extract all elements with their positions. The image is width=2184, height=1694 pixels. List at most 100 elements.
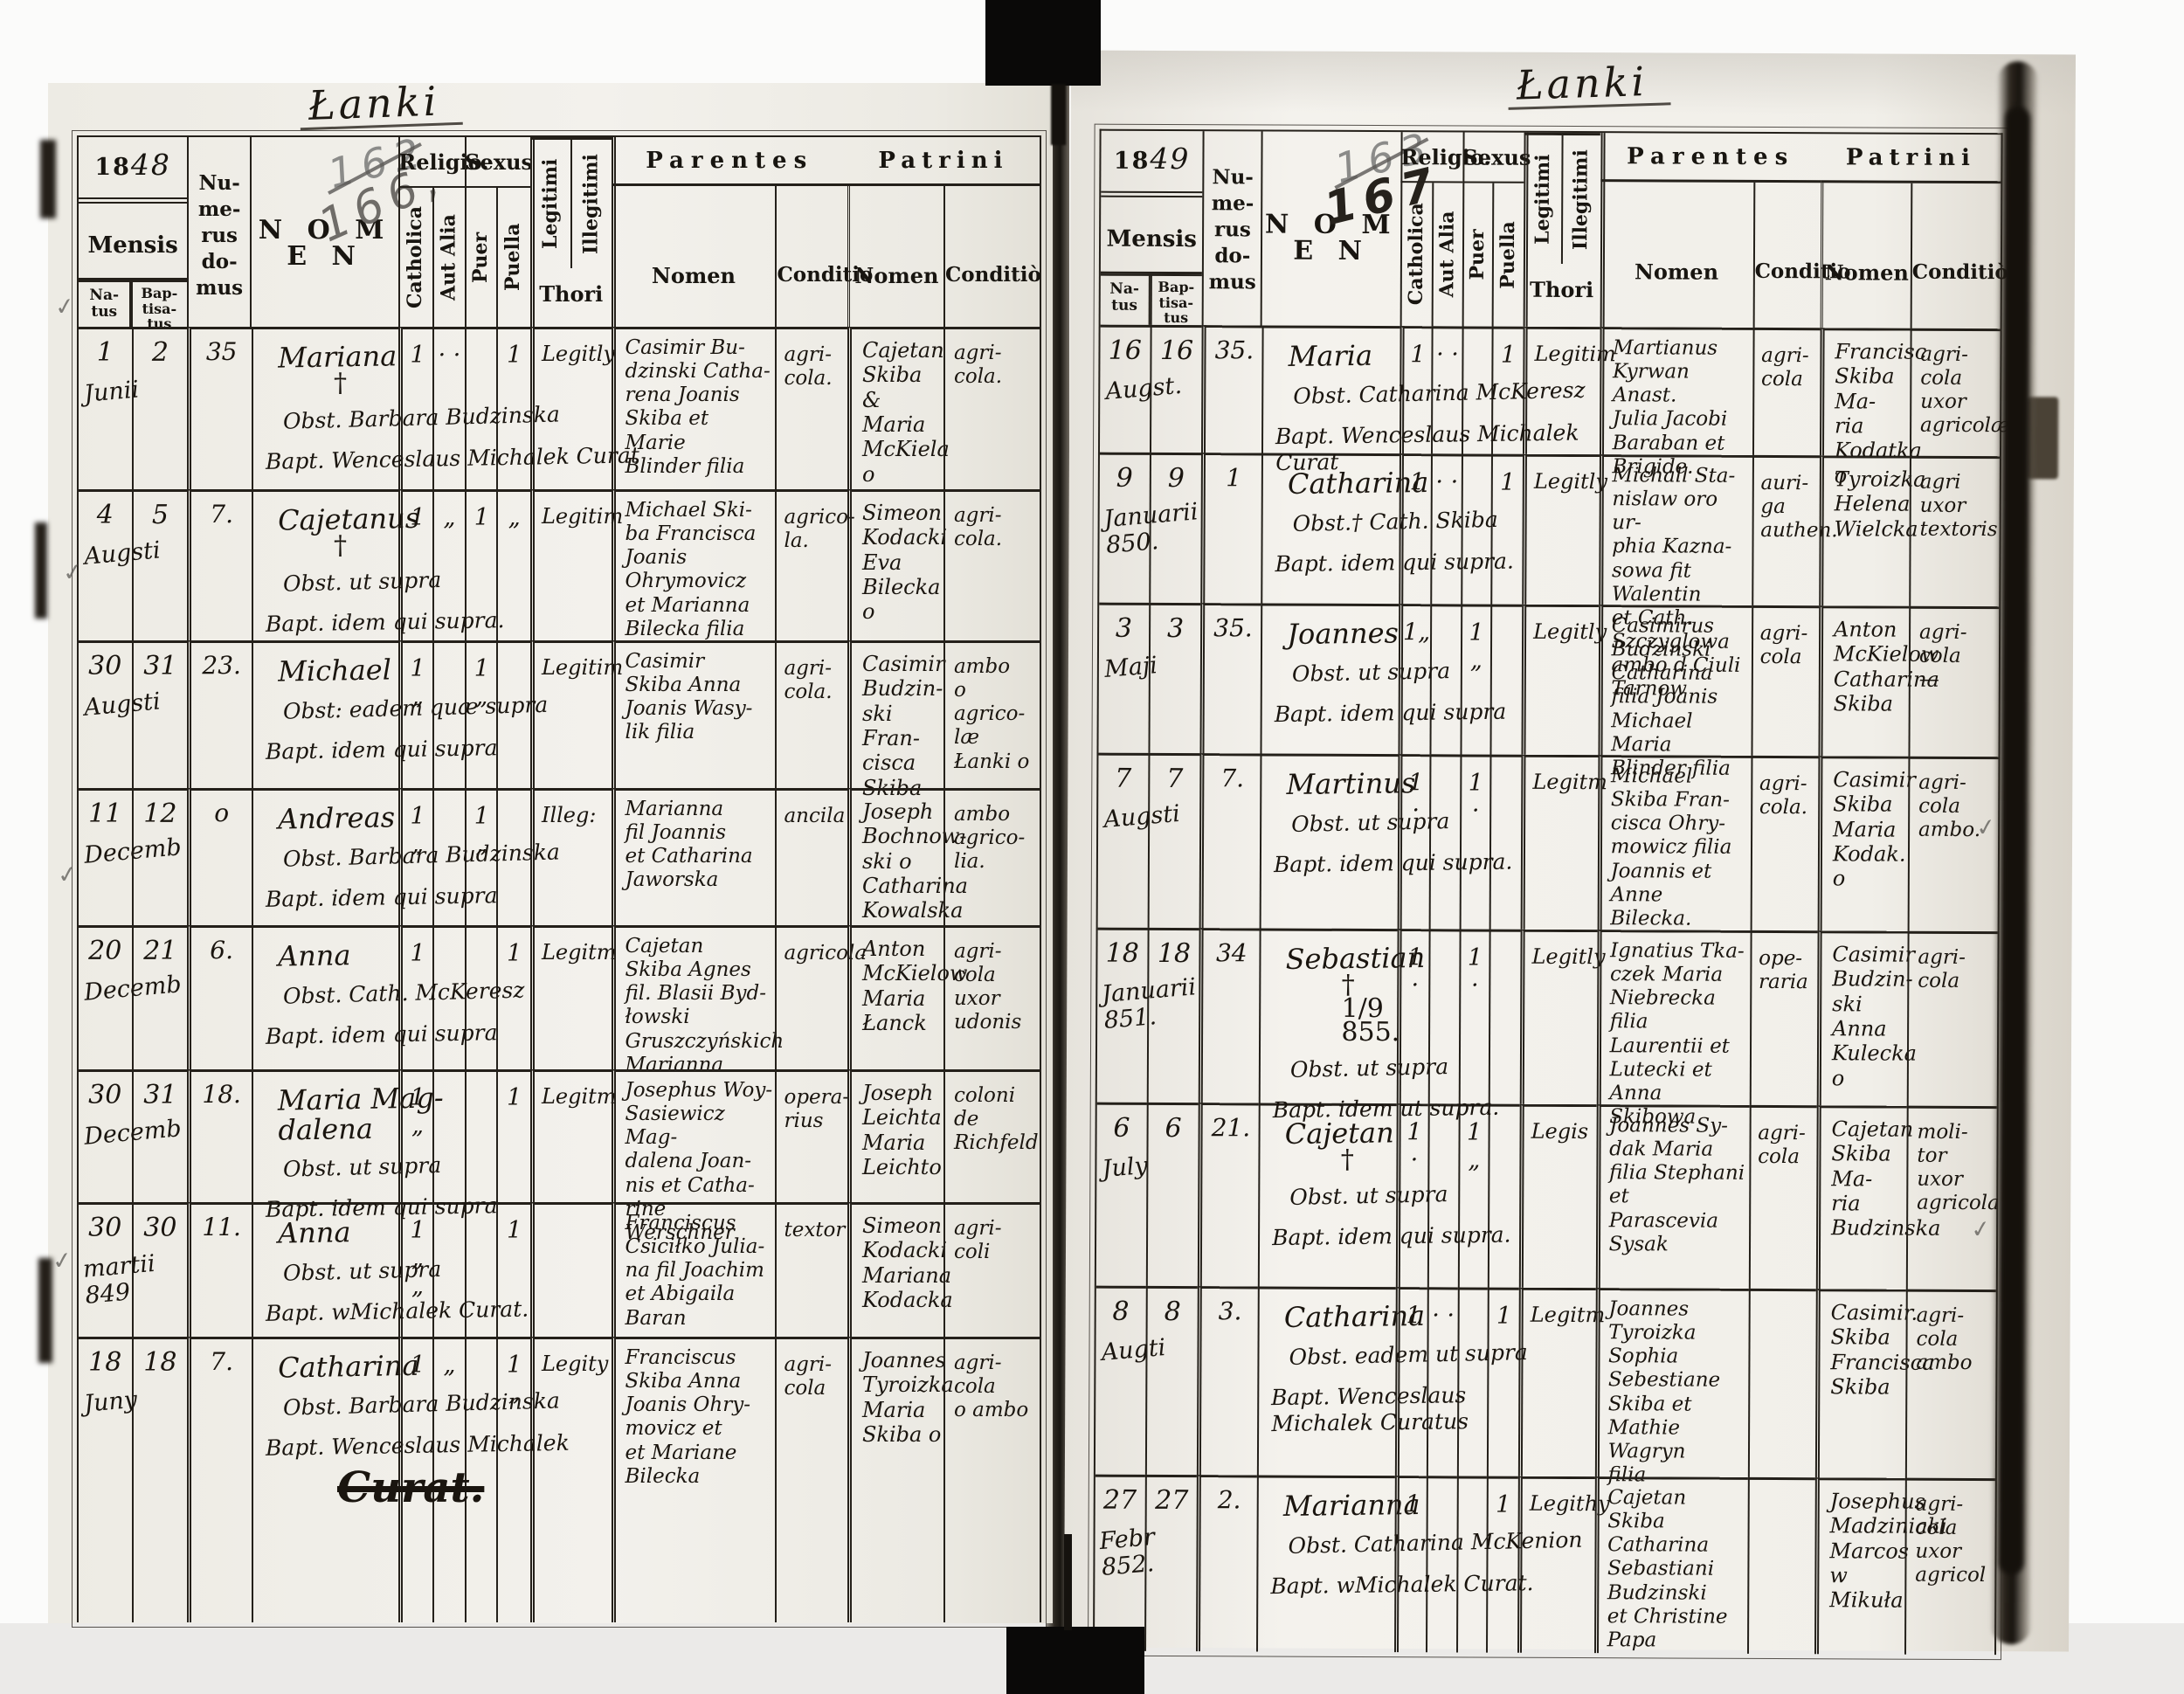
cell-name: Cajetan † Obst. ut supra Bapt. idem qui sup… xyxy=(1258,1103,1511,1288)
nomen-header: N O M E N 163 167 xyxy=(1262,122,1447,326)
baptisatus-day: 18 xyxy=(1157,937,1192,970)
cell-puer-mark xyxy=(465,1069,497,1202)
cell-patrini: Casimir Budzin- ski Fran- cisca Skiba xyxy=(847,640,945,800)
year-cell: 1848 xyxy=(79,137,188,204)
ink-speck xyxy=(35,522,47,619)
cell-natus-day: 3 Maji xyxy=(1098,602,1158,753)
binding-stem xyxy=(1051,84,1066,145)
natus-day: 20 xyxy=(88,936,122,966)
cell-thori: Legitly xyxy=(529,327,615,489)
table-header: 1849 Mensis Na- tus Bap- tisa- tus Nu- m… xyxy=(1100,122,2008,329)
child-name: Joannes xyxy=(1287,616,1400,652)
puer-header: Puer xyxy=(1465,229,1489,280)
cell-house-number: 35. xyxy=(1199,603,1261,754)
child-name: Michael xyxy=(277,653,392,688)
cell-catholica-mark: 1 „ xyxy=(398,1069,432,1202)
baptizer-note: Bapt. wMichalek Curat. xyxy=(1270,1569,1535,1599)
cell-patrini: Cajetan Skiba & Maria McKiela o xyxy=(847,327,950,489)
house-number: 3. xyxy=(1218,1296,1242,1326)
register-table-right: 1849 Mensis Na- tus Bap- tisa- tus Nu- m… xyxy=(1087,122,2010,1661)
patrini-nomen-header: Nomen xyxy=(1820,183,1911,328)
cell-natus-day: 11 Decemb xyxy=(79,788,183,925)
cell-thori xyxy=(529,1202,612,1337)
cell-parents-conditio: agri- cola xyxy=(1748,1104,1817,1290)
house-number: 35 xyxy=(205,337,238,366)
child-name: Martinus xyxy=(1286,766,1416,802)
natus-day: 8 xyxy=(1112,1296,1130,1327)
cell-natus-day: 7 Augsti xyxy=(1097,752,1181,928)
baptisatus-header: Bap- tisa- tus xyxy=(131,280,188,331)
autalia-mark: „ xyxy=(443,1352,456,1379)
catholica-mark: 1 xyxy=(410,940,425,967)
house-number: 35. xyxy=(1213,613,1253,643)
cell-natus-day: 27 Febr 852. xyxy=(1094,1474,1156,1651)
baptizer-note: Bapt. idem qui supra. xyxy=(1272,1221,1512,1250)
header-rule xyxy=(612,137,617,327)
puella-mark: 1 „ xyxy=(507,1352,522,1407)
baptisatus-header: Bap- tisa- tus xyxy=(1150,273,1203,326)
cell-parents: Cajetan Skiba Agnes fil. Blasii Byd- łow… xyxy=(612,925,784,1076)
cell-patrini-conditio: agri uxor textoris xyxy=(1909,455,2000,607)
cell-puer-mark xyxy=(465,327,497,489)
baptisatus-day: 31 xyxy=(143,651,177,681)
puella-mark: „ xyxy=(508,504,521,531)
baptisatus-day: 6 xyxy=(1165,1112,1182,1144)
natus-day: 6 xyxy=(1113,1112,1130,1144)
patrini-header: Patrini xyxy=(1821,134,2001,184)
child-name: Cajetanus xyxy=(277,501,420,537)
cell-patrini: Joseph Bochnow- ski o Catharina Kowalska xyxy=(847,788,968,925)
puella-header: Puella xyxy=(1496,220,1520,289)
cell-patrini-conditio: agri- cola xyxy=(1906,930,1998,1107)
cell-baptisatus-day: 7 xyxy=(1147,752,1200,929)
cell-patrini: Joseph Leichta Maria Leichto xyxy=(847,1069,943,1202)
cell-baptisatus-day: 31 xyxy=(131,1069,188,1202)
cell-house-number: 6. xyxy=(187,925,252,1069)
baptisatus-day: 5 xyxy=(151,500,169,530)
baptizer-note: Bapt. idem qui supra. xyxy=(1275,548,1515,577)
cell-patrini-conditio: agri- cola — xyxy=(1908,605,2000,757)
puer-header: Puer xyxy=(469,232,493,283)
cell-puella-mark: 1 xyxy=(496,1069,530,1202)
cell-parents: Casimir Skiba Anna Joanis Wasy- lik fili… xyxy=(612,640,776,788)
margin-checkmark: ✓ xyxy=(55,860,79,890)
baptisatus-day: 21 xyxy=(143,936,177,966)
year-handwritten: 49 xyxy=(1150,141,1191,176)
cell-catholica-mark: 1 xyxy=(398,327,432,489)
curat-flourish: Curat. xyxy=(336,1462,485,1512)
cell-parents-conditio: agri- cola. xyxy=(775,327,847,489)
catholica-mark: 1 „ xyxy=(410,655,425,710)
cell-catholica-mark: 1 xyxy=(398,1337,432,1622)
puella-header: Puella xyxy=(501,223,525,292)
cell-natus-day: 20 Decemb xyxy=(79,925,183,1069)
catholica-mark: 1 „ „ xyxy=(410,1217,425,1300)
baptizer-note: Bapt. idem qui supra xyxy=(1274,698,1507,727)
cell-puer-mark: 1 „ xyxy=(465,640,497,788)
cell-house-number: 21. xyxy=(1198,1103,1260,1287)
cell-natus-day: 1 Junii xyxy=(79,327,140,489)
cell-name: Michael Obst: eadem quæ supra Bapt. idem q… xyxy=(251,640,549,788)
child-name: Andreas xyxy=(277,800,396,836)
header-rule xyxy=(529,137,535,327)
cell-thori: Legity xyxy=(529,1337,612,1622)
cell-natus-day: 4 Augsti xyxy=(79,489,162,640)
cell-patrini: Anton McKielow Catharina Skiba xyxy=(1818,605,1939,757)
cell-patrini-conditio: agri- cola uxor agricolæ xyxy=(1909,328,2010,457)
house-number: 11. xyxy=(202,1213,241,1241)
cell-thori: Illeg: xyxy=(529,788,612,925)
catholica-header: Catholica xyxy=(1404,203,1428,306)
register-table-left: 1848 Mensis Na- tus Bap- tisa- tus Nu- m… xyxy=(72,128,1047,1628)
parentes-header: Parentes xyxy=(612,137,847,186)
catholica-mark: 1 „ xyxy=(410,1084,425,1139)
cell-house-number: 7. xyxy=(187,489,252,640)
cell-baptisatus-day: 12 xyxy=(131,788,188,925)
cell-parents-conditio: agri- cola. xyxy=(775,640,847,788)
cell-patrini-conditio: coloni de Richfeld xyxy=(943,1069,1040,1202)
cell-house-number: 18. xyxy=(187,1069,252,1202)
header-rule xyxy=(1600,133,1606,328)
header-rule xyxy=(1523,132,1529,327)
cell-puer-mark xyxy=(465,925,497,1069)
puella-mark: 1 xyxy=(507,1217,522,1244)
cell-patrini-conditio: agri- cola ambo. xyxy=(1907,756,1999,932)
page-left: Łanki 1848 Mensis Na- tus Bap- tisa- tus… xyxy=(48,78,1053,1628)
